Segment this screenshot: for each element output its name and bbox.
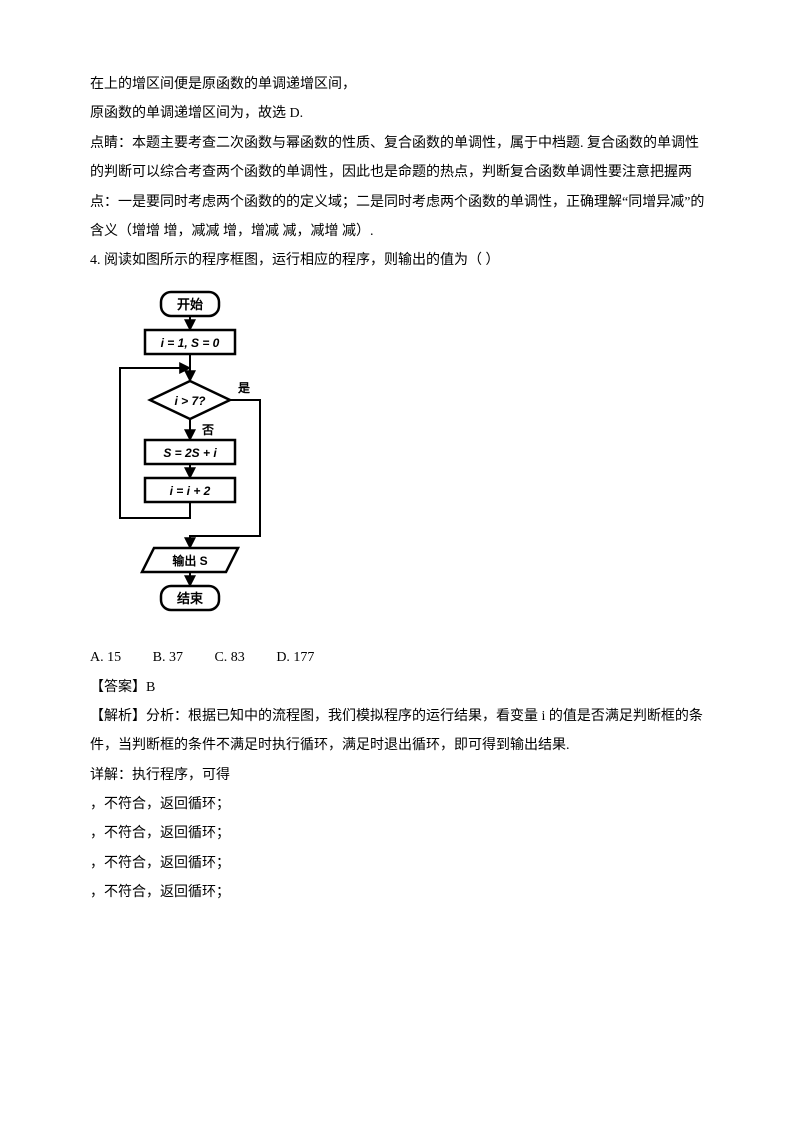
q4-detail: 详解：执行程序，可得 [90,761,710,790]
option-b: B. 37 [153,650,183,665]
option-c: C. 83 [214,650,244,665]
q4-answer: 【答案】B [90,673,710,702]
node-calc-label: S = 2S + i [163,446,217,460]
node-init-label: i = 1, S = 0 [161,336,220,350]
option-d: D. 177 [276,650,314,665]
node-out-label: 输出 S [172,553,207,568]
q4-loop-4: ，不符合，返回循环； [90,878,710,907]
intro-line-3: 点睛：本题主要考查二次函数与幂函数的性质、复合函数的单调性，属于中档题. 复合函… [90,129,710,247]
q4-loop-3: ，不符合，返回循环； [90,849,710,878]
q4-loop-2: ，不符合，返回循环； [90,819,710,848]
q4-stem-text: 4. 阅读如图所示的程序框图，运行相应的程序，则输出的值为（ ） [90,253,500,268]
q4-options: A. 15 B. 37 C. 83 D. 177 [90,643,710,672]
intro-line-2: 原函数的单调递增区间为，故选 D. [90,99,710,128]
flowchart-container: 否 是 开始 i = 1, S = 0 i > 7? S = 2S + i i … [90,284,710,635]
q4-stem: 4. 阅读如图所示的程序框图，运行相应的程序，则输出的值为（ ） [90,246,710,275]
node-inc-label: i = i + 2 [170,484,211,498]
intro-line-1: 在上的增区间便是原函数的单调递增区间， [90,70,710,99]
flowchart-svg: 否 是 开始 i = 1, S = 0 i > 7? S = 2S + i i … [90,284,290,624]
q4-loop-1: ，不符合，返回循环； [90,790,710,819]
label-no: 否 [201,423,214,437]
node-cond-label: i > 7? [174,394,206,408]
node-end-label: 结束 [177,591,204,606]
q4-explain: 【解析】分析：根据已知中的流程图，我们模拟程序的运行结果，看变量 i 的值是否满… [90,702,710,761]
node-start-label: 开始 [177,297,203,312]
label-yes: 是 [237,381,251,395]
edge-cond-out [190,400,260,548]
option-a: A. 15 [90,650,121,665]
